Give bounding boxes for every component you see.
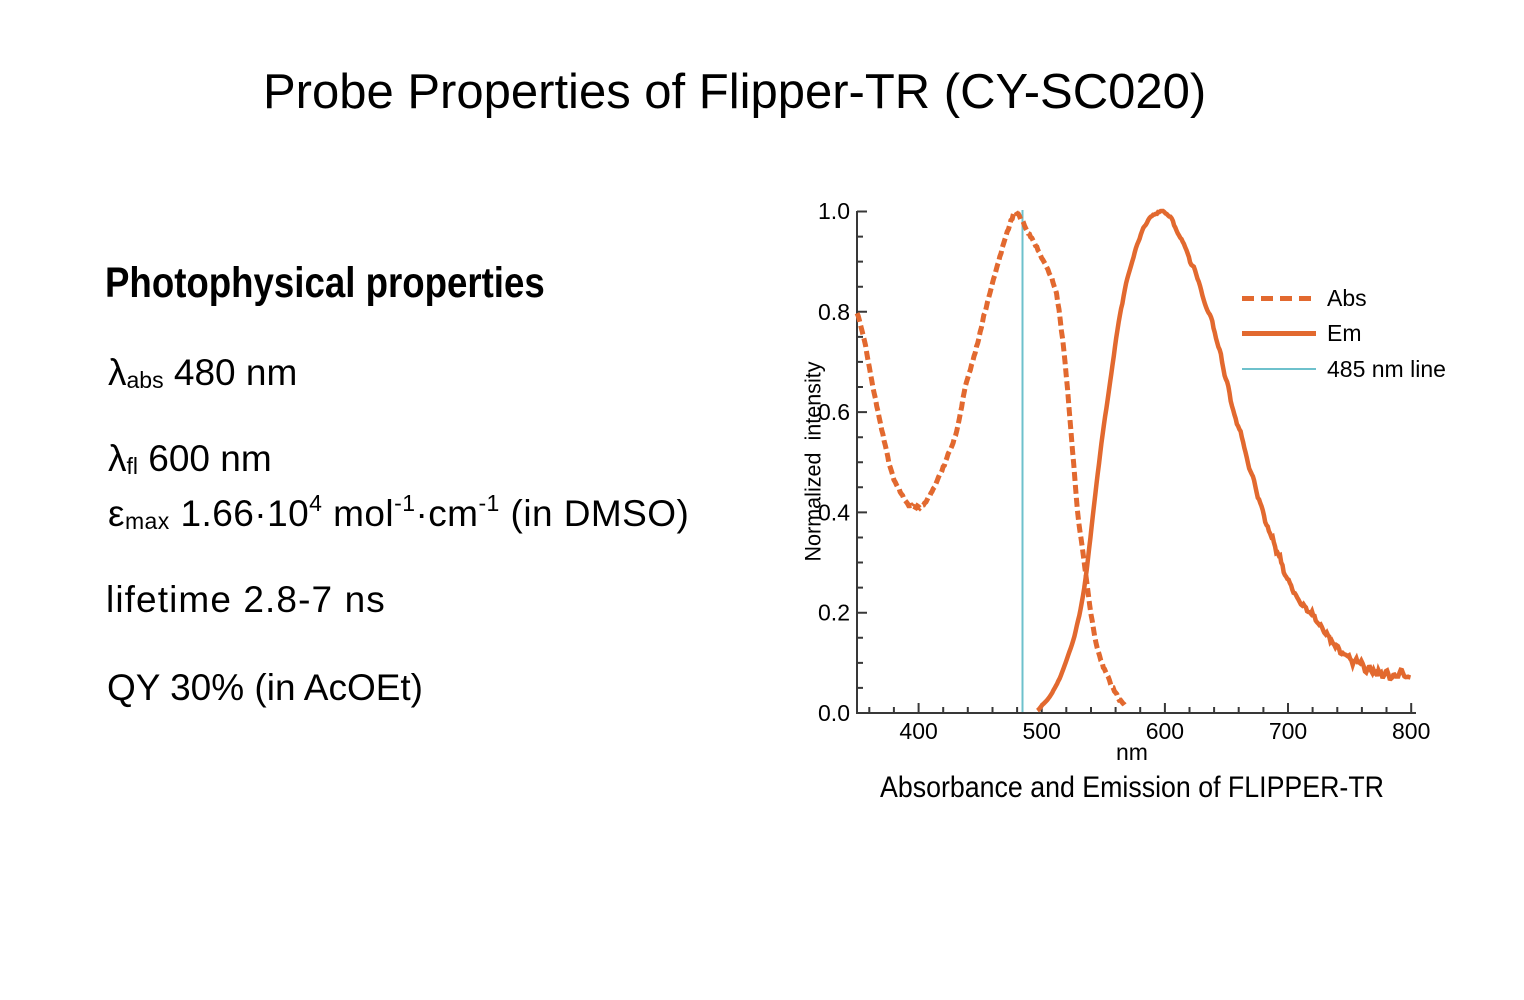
svg-text:0.8: 0.8	[818, 299, 850, 325]
svg-text:0.4: 0.4	[818, 499, 850, 525]
svg-text:Abs: Abs	[1327, 285, 1367, 311]
svg-text:0.0: 0.0	[818, 700, 850, 726]
svg-text:485 nm line: 485 nm line	[1327, 356, 1446, 382]
svg-text:800: 800	[1392, 718, 1430, 744]
svg-text:Absorbance and Emission of FLI: Absorbance and Emission of FLIPPER-TR	[880, 771, 1384, 804]
svg-text:1.0: 1.0	[818, 198, 850, 224]
svg-text:500: 500	[1023, 718, 1061, 744]
svg-text:Normalized intensity: Normalized intensity	[801, 362, 826, 562]
svg-text:0.6: 0.6	[818, 399, 850, 425]
svg-text:700: 700	[1269, 718, 1307, 744]
svg-text:nm: nm	[1116, 739, 1148, 765]
svg-text:Em: Em	[1327, 320, 1362, 346]
svg-text:0.2: 0.2	[818, 600, 850, 626]
svg-text:400: 400	[899, 718, 937, 744]
svg-text:600: 600	[1146, 718, 1184, 744]
